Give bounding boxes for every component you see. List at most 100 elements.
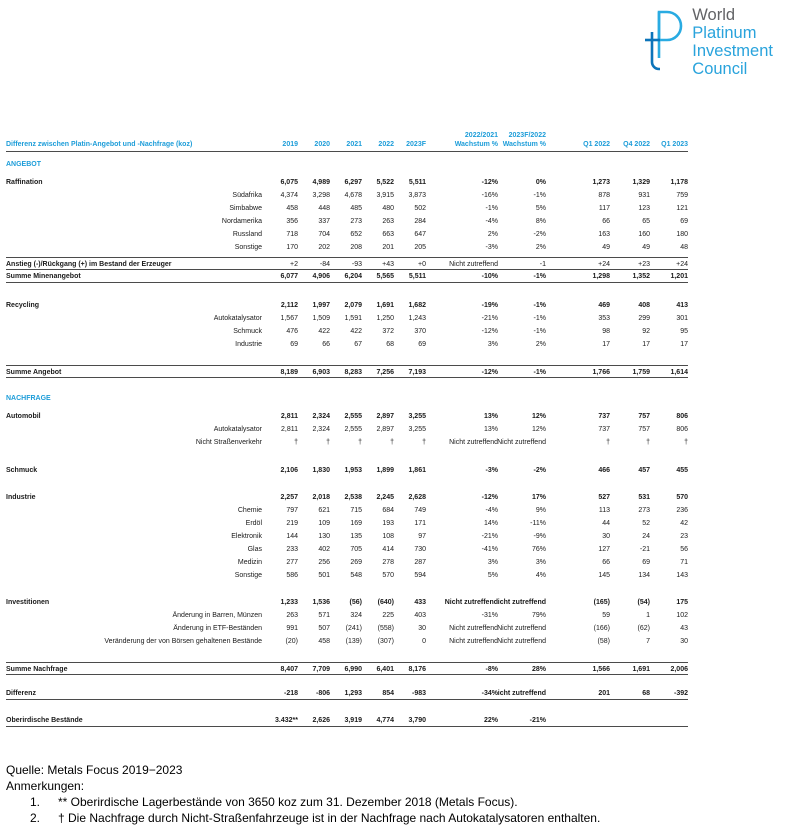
row-label: Glas xyxy=(247,546,262,553)
cell-value: 2,628 xyxy=(408,494,426,501)
cell-value: 1,273 xyxy=(592,179,610,186)
cell-value: 6,297 xyxy=(344,179,362,186)
cell-value: 273 xyxy=(638,507,650,514)
cell-value: -12% xyxy=(481,179,498,186)
cell-value: 2% xyxy=(535,341,546,348)
cell-value: 143 xyxy=(676,572,688,579)
cell-value: -3% xyxy=(485,244,498,251)
row-label: Schmuck xyxy=(233,328,262,335)
cell-value: 1,691 xyxy=(632,666,650,673)
cell-value: 422 xyxy=(350,328,362,335)
cell-value: (58) xyxy=(597,638,610,645)
table-row: Schmuck 476 422 422 372 370 -12% -1% 98 92 95 xyxy=(6,325,688,338)
col-header-growth-2023f-2022: 2023F/2022 Wachstum % xyxy=(502,132,546,148)
cell-value: 4,374 xyxy=(280,192,298,199)
logo-word-world: World xyxy=(692,6,736,24)
cell-value: 1,243 xyxy=(408,315,426,322)
cell-value: 797 xyxy=(286,507,298,514)
col-header-2022: 2022 xyxy=(378,141,394,148)
cell-value: 991 xyxy=(286,625,298,632)
cell-value: 531 xyxy=(638,494,650,501)
cell-value: 2,079 xyxy=(344,302,362,309)
cell-value: 3,873 xyxy=(408,192,426,199)
cell-value: 48 xyxy=(680,244,688,251)
cell-value: 225 xyxy=(382,612,394,619)
cell-value: -21% xyxy=(529,717,546,724)
cell-value: 5,565 xyxy=(376,273,394,280)
col-header-2020: 2020 xyxy=(314,141,330,148)
cell-value: Nicht zutreffend xyxy=(449,439,498,446)
cell-value: 4,906 xyxy=(312,273,330,280)
cell-value: 263 xyxy=(286,612,298,619)
row-label: Summe Nachfrage xyxy=(6,666,68,673)
cell-value: -21% xyxy=(481,533,498,540)
table-row: Erdöl 219 109 169 193 171 14% -11% 44 52 42 xyxy=(6,517,688,530)
cell-value: 2,106 xyxy=(280,467,298,474)
cell-value: 485 xyxy=(350,205,362,212)
cell-value: Nicht zutreffend xyxy=(449,625,498,632)
cell-value: -4% xyxy=(485,507,498,514)
table-header-row: Differenz zwischen Platin-Angebot und -N… xyxy=(6,126,688,152)
cell-value: 422 xyxy=(318,328,330,335)
cell-value: 570 xyxy=(676,494,688,501)
cell-value: 208 xyxy=(350,244,362,251)
cell-value: 2,555 xyxy=(344,413,362,420)
cell-value: 3,255 xyxy=(408,413,426,420)
cell-value: 193 xyxy=(382,520,394,527)
row-label: Schmuck xyxy=(6,467,38,474)
cell-value: 663 xyxy=(382,231,394,238)
cell-value: 1,201 xyxy=(670,273,688,280)
cell-value: 2,555 xyxy=(344,426,362,433)
cell-value: 2,257 xyxy=(280,494,298,501)
cell-value: 14% xyxy=(483,520,498,527)
cell-value: 256 xyxy=(318,559,330,566)
cell-value: +23 xyxy=(638,261,650,268)
table-row: NACHFRAGE xyxy=(6,392,688,405)
cell-value: 3,255 xyxy=(408,426,426,433)
cell-value: +0 xyxy=(418,261,426,268)
table-row: Summe Angebot 8,189 6,903 8,283 7,256 7,193 -1… xyxy=(6,365,688,378)
cell-value: 1,567 xyxy=(280,315,298,322)
cell-value: 684 xyxy=(382,507,394,514)
table-row: Nordamerika 356 337 273 263 284 -4% 8% 66 65 69 xyxy=(6,215,688,228)
cell-value: 1,953 xyxy=(344,467,362,474)
cell-value: 705 xyxy=(350,546,362,553)
cell-value: 594 xyxy=(414,572,426,579)
cell-value: 79% xyxy=(531,612,546,619)
cell-value: 5,511 xyxy=(408,273,426,280)
cell-value: 757 xyxy=(638,426,650,433)
cell-value: (56) xyxy=(349,599,362,606)
cell-value: 134 xyxy=(638,572,650,579)
col-header-2021: 2021 xyxy=(346,141,362,148)
cell-value: 13% xyxy=(483,413,498,420)
cell-value: (54) xyxy=(637,599,650,606)
cell-value: 4,989 xyxy=(312,179,330,186)
col-header-growth-2022-2021: 2022/2021 Wachstum % xyxy=(454,132,498,148)
cell-value: 277 xyxy=(286,559,298,566)
row-label: Elektronik xyxy=(231,533,262,540)
cell-value: 4,774 xyxy=(376,717,394,724)
cell-value: +24 xyxy=(676,261,688,268)
cell-value: 501 xyxy=(318,572,330,579)
cell-value: 92 xyxy=(642,328,650,335)
cell-value: 1,997 xyxy=(312,302,330,309)
cell-value: 527 xyxy=(598,494,610,501)
cell-value: 1,509 xyxy=(312,315,330,322)
table-row: Summe Minenangebot 6,077 4,906 6,204 5,565 5,… xyxy=(6,270,688,283)
col-header-q1-2022: Q1 2022 xyxy=(583,141,610,148)
row-label: Oberirdische Bestände xyxy=(6,717,83,724)
cell-value: Nicht zutreffend xyxy=(449,261,498,268)
cell-value: 66 xyxy=(602,559,610,566)
cell-value: 3.432** xyxy=(275,717,298,724)
notes-title: Anmerkungen: xyxy=(6,779,85,793)
note-number: 1. xyxy=(30,795,41,809)
cell-value: -1% xyxy=(533,369,546,376)
cell-value: 30 xyxy=(680,638,688,645)
cell-value: 13% xyxy=(483,426,498,433)
cell-value: † xyxy=(358,439,362,446)
row-label: Autokatalysator xyxy=(213,426,262,433)
col-header-q1-2023: Q1 2023 xyxy=(661,141,688,148)
cell-value: 2,897 xyxy=(376,413,394,420)
cell-value: 69 xyxy=(418,341,426,348)
cell-value: -2% xyxy=(533,231,546,238)
